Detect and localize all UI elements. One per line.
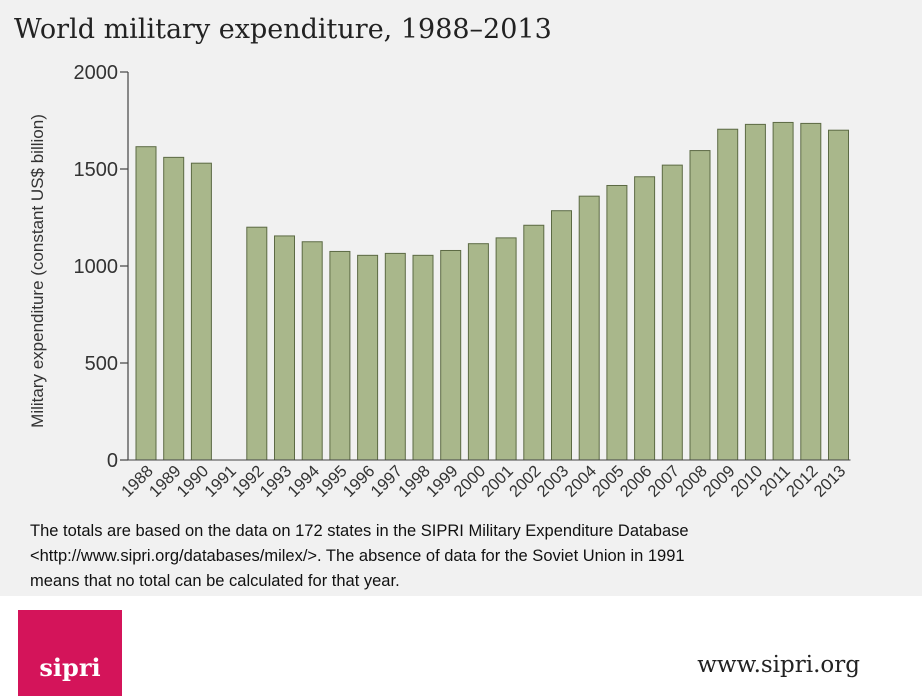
bar-2010: [744, 123, 766, 461]
x-tick-label: 1999: [423, 462, 462, 501]
bar-1989: [163, 156, 185, 461]
x-tick-label: 2000: [451, 462, 490, 501]
x-tick-label: 1991: [201, 462, 240, 501]
footnote-line: means that no total can be calculated fo…: [30, 572, 400, 590]
x-tick-label: 1989: [146, 462, 185, 501]
bar-2013: [828, 129, 849, 461]
x-tick-label: 2006: [617, 462, 656, 501]
bar-2005: [606, 184, 628, 461]
x-tick-label: 1996: [340, 462, 379, 501]
bar-2008: [689, 150, 711, 461]
sipri-logo: sipri: [18, 610, 122, 696]
x-tick-label: 2003: [534, 462, 573, 501]
x-tick-label: 1988: [118, 462, 157, 501]
bar-1990: [190, 162, 212, 461]
x-tick-label: 2002: [506, 462, 545, 501]
bar-2002: [523, 224, 545, 461]
footnote-line: <http://www.sipri.org/databases/milex/>.…: [30, 547, 685, 565]
chart-title: World military expenditure, 1988–2013: [14, 14, 552, 45]
bar-chart: 0 500 1000 1500 2000 Military expenditure (co…: [28, 62, 851, 501]
bar-2007: [661, 164, 683, 461]
chart-panel: World military expenditure, 1988–2013 0 5…: [0, 0, 922, 596]
x-tick-label: 2010: [728, 462, 767, 501]
website-url: www.sipri.org: [697, 652, 860, 678]
bar-2011: [772, 121, 794, 461]
x-tick-label: 1998: [395, 462, 434, 501]
x-tick-label: 2007: [644, 462, 683, 501]
bar-2000: [467, 243, 489, 461]
bar-2004: [578, 195, 600, 461]
x-tick-label: 1995: [312, 462, 351, 501]
bar-1993: [274, 235, 295, 461]
y-tick-label: 2000: [74, 62, 119, 84]
bar-2009: [717, 128, 739, 461]
x-tick-label: 1990: [174, 462, 213, 501]
x-tick-label: 1994: [284, 462, 323, 501]
x-tick-label: 2008: [672, 462, 711, 501]
y-tick-label: 1500: [74, 159, 119, 181]
x-tick-label: 2001: [478, 462, 517, 501]
bar-1988: [135, 146, 157, 461]
bar-1997: [384, 252, 406, 461]
bar-1995: [329, 250, 351, 461]
x-tick-label: 1997: [367, 462, 406, 501]
x-tick-label: 2005: [589, 462, 628, 501]
bar-2012: [800, 122, 822, 461]
x-tick-label: 2013: [811, 462, 850, 501]
bar-1996: [357, 254, 379, 461]
x-tick-label: 1993: [257, 462, 296, 501]
x-tick-label: 1992: [229, 462, 268, 501]
bar-1999: [440, 249, 462, 461]
bar-1998: [412, 254, 434, 461]
x-tick-label: 2009: [700, 462, 739, 501]
bar-1992: [246, 226, 268, 461]
y-axis-label: Military expenditure (constant US$ billi…: [28, 114, 47, 428]
footnote-line: The totals are based on the data on 172 …: [30, 522, 689, 540]
bar-2001: [495, 237, 517, 461]
y-tick-label: 500: [85, 353, 118, 375]
bar-2006: [634, 176, 656, 461]
bar-2003: [551, 210, 572, 461]
x-tick-label: 2012: [783, 462, 822, 501]
footnote: The totals are based on the data on 172 …: [30, 519, 920, 594]
x-tick-label: 2004: [561, 462, 600, 501]
y-tick-label: 1000: [74, 256, 119, 278]
y-tick-label: 0: [107, 450, 118, 472]
bar-1994: [301, 241, 323, 461]
